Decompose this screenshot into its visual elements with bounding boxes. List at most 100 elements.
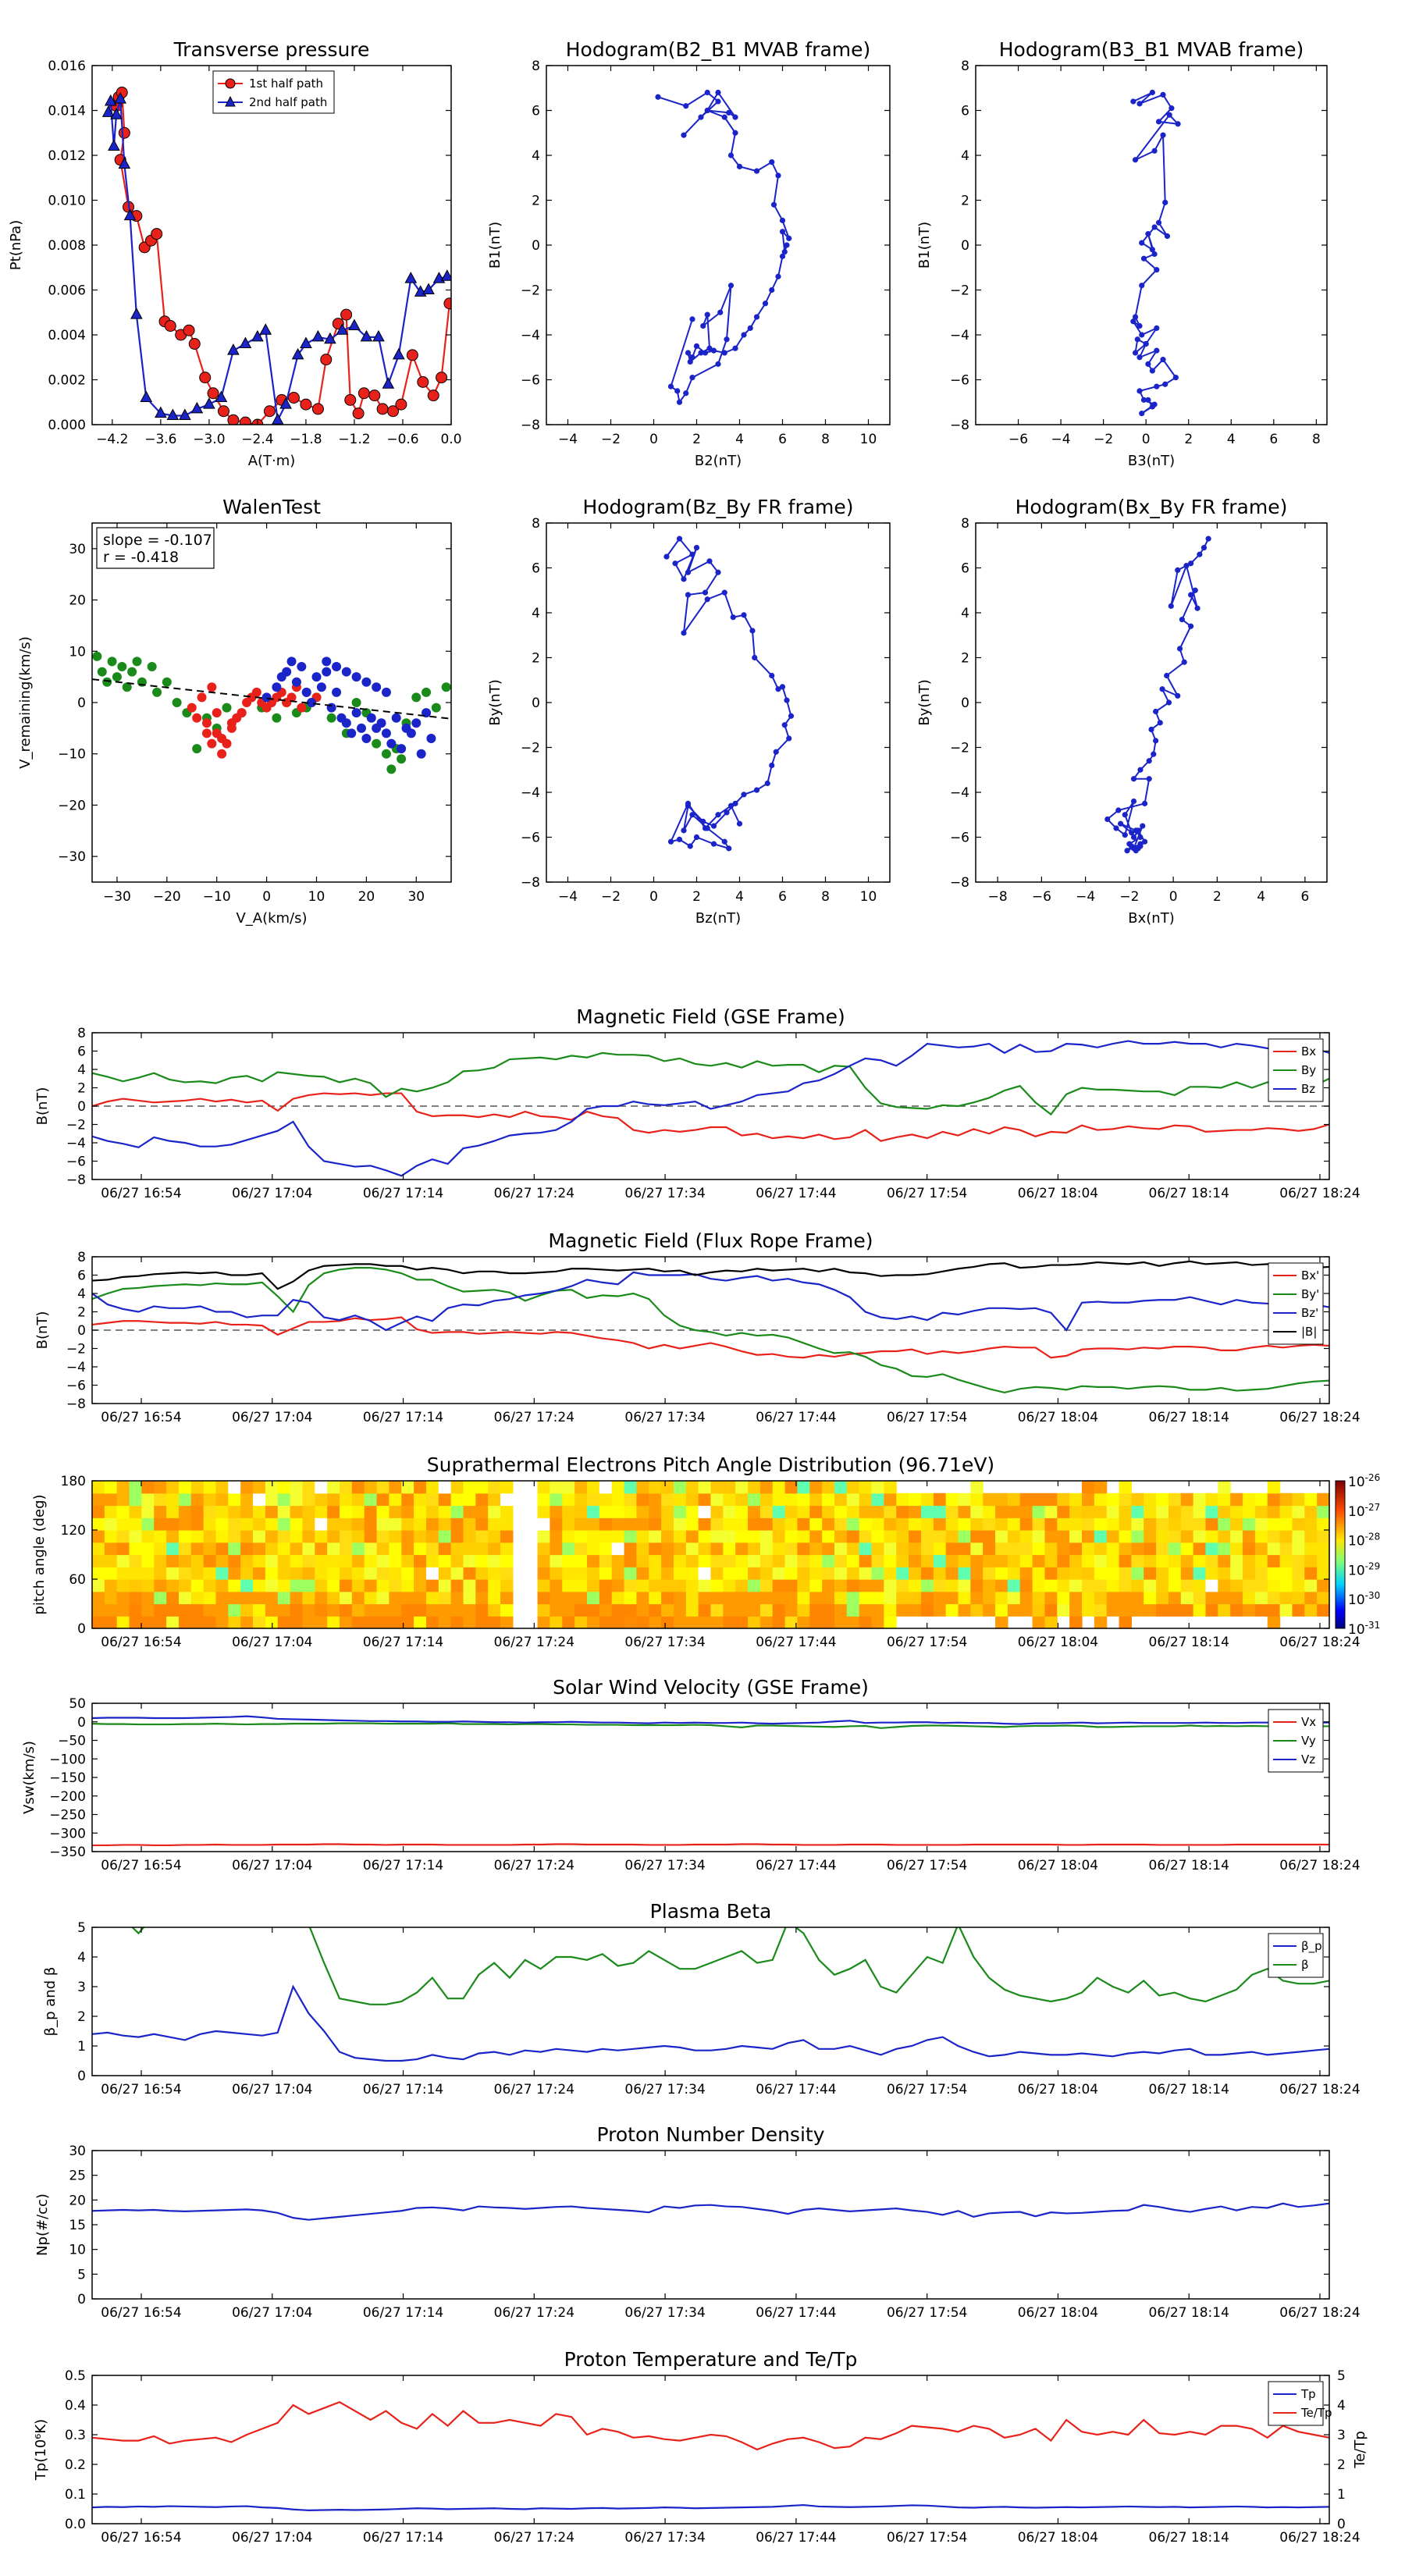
heatmap-cell <box>537 1530 551 1543</box>
data-point <box>727 283 735 289</box>
heatmap-cell <box>203 1542 217 1556</box>
heatmap-cell <box>215 1505 229 1518</box>
x-tick-label: −6 <box>1008 432 1028 447</box>
heatmap-cell <box>1292 1493 1305 1507</box>
heatmap-cell <box>1007 1579 1021 1592</box>
x-axis-label: A(T·m) <box>248 453 296 469</box>
x-tick-label: 06/27 17:14 <box>363 2305 443 2321</box>
heatmap-cell <box>414 1517 427 1531</box>
y-tick-label: −8 <box>950 875 969 891</box>
x-tick-label: 06/27 16:54 <box>101 2082 181 2097</box>
heatmap-cell <box>970 1517 984 1531</box>
x-tick-label: 06/27 16:54 <box>101 2305 181 2321</box>
y-tick-label: 180 <box>61 1474 86 1489</box>
heatmap-cell <box>846 1530 860 1543</box>
heatmap-cell <box>364 1517 378 1531</box>
data-point <box>726 845 732 852</box>
data-point <box>1188 623 1194 629</box>
heatmap-cell <box>166 1530 180 1543</box>
data-point <box>689 316 695 322</box>
chart-title: Hodogram(Bz_By FR frame) <box>582 496 853 518</box>
heatmap-cell <box>698 1481 712 1494</box>
heatmap-cell <box>203 1591 217 1605</box>
y2-tick-label: 4 <box>1337 2398 1346 2414</box>
heatmap-cell <box>945 1579 959 1592</box>
heatmap-cell <box>1106 1542 1120 1556</box>
plot-area <box>92 2202 1329 2221</box>
heatmap-cell <box>1254 1517 1268 1531</box>
data-point <box>1129 830 1135 836</box>
data-point <box>207 738 217 749</box>
colorbar <box>1335 1480 1346 1629</box>
x-tick-label: −4 <box>558 889 578 905</box>
heatmap-cell <box>327 1530 340 1543</box>
heatmap-cell <box>871 1481 884 1494</box>
heatmap-cell <box>364 1505 378 1518</box>
heatmap-cell <box>710 1530 724 1543</box>
heatmap-cell <box>920 1567 934 1580</box>
heatmap-cell <box>611 1603 625 1617</box>
heatmap-cell <box>1019 1505 1033 1518</box>
data-point <box>749 628 756 634</box>
heatmap-cell <box>649 1481 662 1494</box>
data-point <box>183 324 195 336</box>
data-point <box>1153 708 1159 715</box>
x-tick-label: 8 <box>1312 432 1321 447</box>
heatmap-cell <box>673 1542 687 1556</box>
data-point <box>1137 834 1144 841</box>
heatmap-cell <box>463 1554 476 1567</box>
heatmap-cell <box>797 1481 810 1494</box>
data-point <box>172 698 182 707</box>
y-tick-label: 2 <box>532 651 540 667</box>
heatmap-cell <box>1094 1517 1108 1531</box>
heatmap-cell <box>154 1567 167 1580</box>
heatmap-cell <box>1254 1554 1268 1567</box>
y-tick-label: −6 <box>950 373 969 389</box>
data-point <box>441 682 451 692</box>
heatmap-cell <box>166 1591 180 1605</box>
heatmap-cell <box>685 1603 699 1617</box>
heatmap-cell <box>1106 1579 1120 1592</box>
heatmap-cell <box>710 1542 724 1556</box>
y-tick-label: 4 <box>961 606 969 621</box>
y-tick-label: 0 <box>77 1621 86 1637</box>
y-tick-label: 0.002 <box>48 373 86 389</box>
data-point <box>227 343 240 355</box>
annotation-text: slope = -0.107 <box>103 532 212 549</box>
heatmap-cell <box>661 1567 674 1580</box>
data-point <box>1151 224 1158 230</box>
heatmap-cell <box>970 1603 984 1617</box>
heatmap-cell <box>673 1554 687 1567</box>
heatmap-cell <box>488 1493 501 1507</box>
heatmap-cell <box>154 1554 167 1567</box>
data-point <box>779 217 786 223</box>
plot-area <box>92 1927 1329 2062</box>
x-tick-label: 06/27 17:44 <box>756 1410 836 1425</box>
annotation-text: r = -0.418 <box>103 549 179 566</box>
heatmap-cell <box>673 1530 687 1543</box>
heatmap-cell <box>1180 1505 1194 1518</box>
heatmap-cell <box>636 1493 649 1507</box>
data-point <box>326 713 336 723</box>
heatmap-cell <box>340 1481 353 1494</box>
heatmap-cell <box>1131 1567 1144 1580</box>
heatmap-cell <box>1218 1505 1231 1518</box>
heatmap-cell <box>698 1542 712 1556</box>
heatmap-cell <box>748 1493 761 1507</box>
heatmap-cell <box>129 1579 142 1592</box>
heatmap-cell <box>834 1579 848 1592</box>
heatmap-cell <box>871 1616 884 1629</box>
data-point <box>770 201 777 208</box>
heatmap-cell <box>723 1603 736 1617</box>
y-tick-label: 30 <box>69 2144 86 2159</box>
data-point <box>392 347 405 360</box>
heatmap-cell <box>673 1517 687 1531</box>
x-tick-label: 06/27 18:24 <box>1279 1186 1360 1201</box>
heatmap-cell <box>364 1481 378 1494</box>
heatmap-cell <box>1032 1554 1046 1567</box>
x-tick-label: 06/27 17:24 <box>494 2082 574 2097</box>
heatmap-cell <box>141 1493 155 1507</box>
data-point <box>118 126 130 139</box>
heatmap-cell <box>253 1616 266 1629</box>
heatmap-cell <box>884 1591 897 1605</box>
